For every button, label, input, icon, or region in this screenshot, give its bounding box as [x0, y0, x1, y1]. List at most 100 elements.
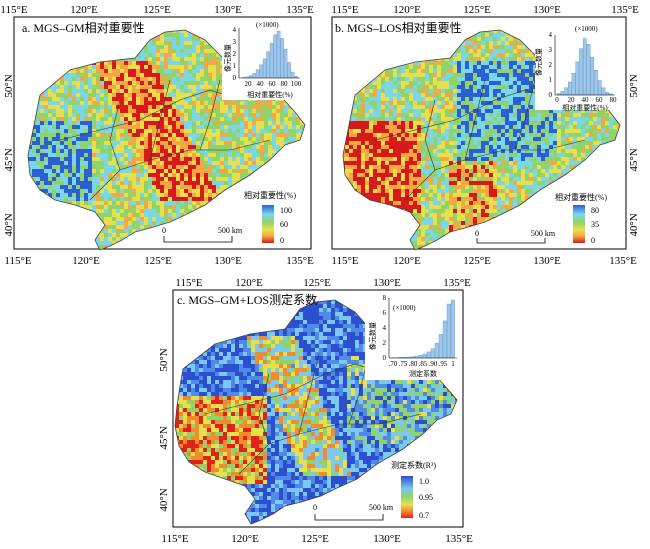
- hist-ytick: 3: [549, 46, 553, 54]
- hist-ytick: 0: [233, 74, 237, 82]
- scale-zero: 0: [162, 226, 166, 235]
- hist-bar: [252, 73, 256, 79]
- lat-tick-label: 50°N: [3, 74, 15, 97]
- bottom-tick-label: 125°E: [301, 533, 329, 545]
- hist-ytick: 2: [549, 61, 553, 69]
- lat-tick-label: 40°N: [3, 213, 15, 236]
- hist-bar: [426, 351, 431, 359]
- hist-ytick: 0: [549, 91, 553, 99]
- bottom-tick-label: 130°E: [533, 255, 561, 267]
- hist-bar: [582, 38, 587, 96]
- hist-ytick: 2: [383, 339, 387, 347]
- scale-bar: 0 500 km: [313, 503, 394, 521]
- hist-xtick: 20: [568, 96, 576, 104]
- scale-zero: 0: [313, 503, 317, 512]
- top-tick-label: 130°E: [214, 4, 242, 16]
- hist-multiplier: (×1000): [393, 304, 416, 312]
- province-boundaries: [374, 79, 586, 201]
- legend-title: 测定系数(R²): [391, 460, 436, 470]
- legend-label: 0: [280, 236, 284, 245]
- panel-title: b. MGS–LOS相对重要性: [335, 21, 462, 35]
- hist-bar: [601, 87, 606, 96]
- hist-bar: [422, 353, 427, 359]
- hist-bar: [255, 69, 260, 79]
- panel-c: 115°E 120°E 125°E 130°E 135°E 115°E 120°…: [155, 274, 495, 549]
- hist-xtick: 80: [281, 80, 289, 88]
- inset-histogram: (×1000) 像元数量 0 20 40 60 80 0 1 2 3 4 相对重…: [534, 22, 623, 112]
- panel-title: c. MGS–GM+LOS测定系数: [177, 292, 317, 307]
- bottom-tick-label: 135°E: [445, 533, 473, 545]
- bottom-tick-label: 130°E: [373, 533, 401, 545]
- top-tick-label: 120°E: [70, 4, 98, 16]
- hist-xtick: .95: [439, 360, 448, 368]
- legend-label: 0.7: [419, 511, 429, 520]
- hist-ytick: 0: [383, 354, 387, 362]
- map-frame: [172, 289, 464, 528]
- hist-bar: [262, 58, 267, 79]
- lat-tick-label: 45°N: [628, 148, 640, 171]
- scale-label: 500 km: [531, 229, 556, 238]
- province-boundaries: [59, 79, 271, 201]
- legend-label: 35: [591, 220, 599, 229]
- hist-bar: [450, 299, 455, 359]
- panel-a: 115°E 120°E 125°E 130°E 135°E 115°E 120°…: [0, 0, 325, 270]
- bottom-tick-label: 120°E: [72, 255, 100, 267]
- scale-label: 500 km: [218, 226, 243, 235]
- bottom-tick-label: 135°E: [286, 255, 314, 267]
- hist-bar: [430, 348, 435, 359]
- top-tick-label: 125°E: [303, 277, 331, 289]
- bottom-tick-label: 120°E: [393, 255, 421, 267]
- bottom-tick-label: 120°E: [231, 533, 259, 545]
- hist-xtick: 1: [451, 360, 455, 368]
- hist-xtick: .85: [419, 360, 428, 368]
- hist-bar: [597, 80, 602, 96]
- hist-bars: [241, 31, 298, 79]
- legend-label: 80: [591, 206, 599, 215]
- hist-bar: [290, 71, 295, 79]
- hist-bar: [280, 38, 284, 79]
- hist-bars: [556, 38, 613, 96]
- scale-zero: 0: [475, 229, 479, 238]
- bottom-tick-label: 135°E: [609, 255, 637, 267]
- top-tick-label: 135°E: [443, 277, 471, 289]
- hist-bar: [571, 73, 576, 96]
- hist-bar: [560, 91, 565, 96]
- hist-xtick: 40: [582, 96, 590, 104]
- legend-label: 0.95: [419, 493, 433, 502]
- scale-bar: 0 500 km: [475, 229, 556, 244]
- hist-bar: [438, 334, 443, 359]
- bottom-tick-label: 125°E: [463, 255, 491, 267]
- hist-bar: [287, 62, 291, 79]
- hist-ytick: 4: [233, 26, 237, 34]
- hist-ytick: 1: [549, 76, 553, 84]
- legend-ramp: [573, 205, 585, 243]
- bottom-tick-label: 125°E: [144, 255, 172, 267]
- hist-ylabel: 像元数量: [368, 322, 377, 350]
- legend-ramp: [262, 205, 274, 243]
- region-outline: [342, 29, 621, 251]
- region-outline: [27, 29, 306, 251]
- hist-ytick: 4: [549, 31, 553, 39]
- legend-label: 100: [280, 206, 292, 215]
- hist-xtick: 60: [269, 80, 277, 88]
- legend-title: 相对重要性(%): [555, 192, 607, 202]
- hist-bar: [586, 44, 591, 96]
- hist-bar: [579, 48, 583, 96]
- bottom-tick-label: 115°E: [331, 255, 358, 267]
- hist-xtick: 40: [257, 80, 265, 88]
- lat-tick-label: 40°N: [158, 488, 170, 511]
- hist-ytick: 8: [383, 294, 387, 302]
- lat-tick-label: 45°N: [158, 426, 170, 449]
- hist-ytick: 2: [233, 50, 237, 58]
- top-tick-label: 115°E: [175, 277, 202, 289]
- bottom-tick-label: 115°E: [161, 533, 188, 545]
- top-tick-label: 120°E: [235, 277, 263, 289]
- hist-xtick: .90: [429, 360, 438, 368]
- hist-bar: [418, 355, 423, 359]
- hist-ytick: 4: [383, 324, 387, 332]
- scale-label: 500 km: [369, 503, 394, 512]
- top-tick-label: 130°E: [373, 277, 401, 289]
- hist-xlabel: 相对重要性(%): [247, 90, 293, 99]
- region-outline: [174, 299, 458, 525]
- scale-bar: 0 500 km: [162, 226, 243, 243]
